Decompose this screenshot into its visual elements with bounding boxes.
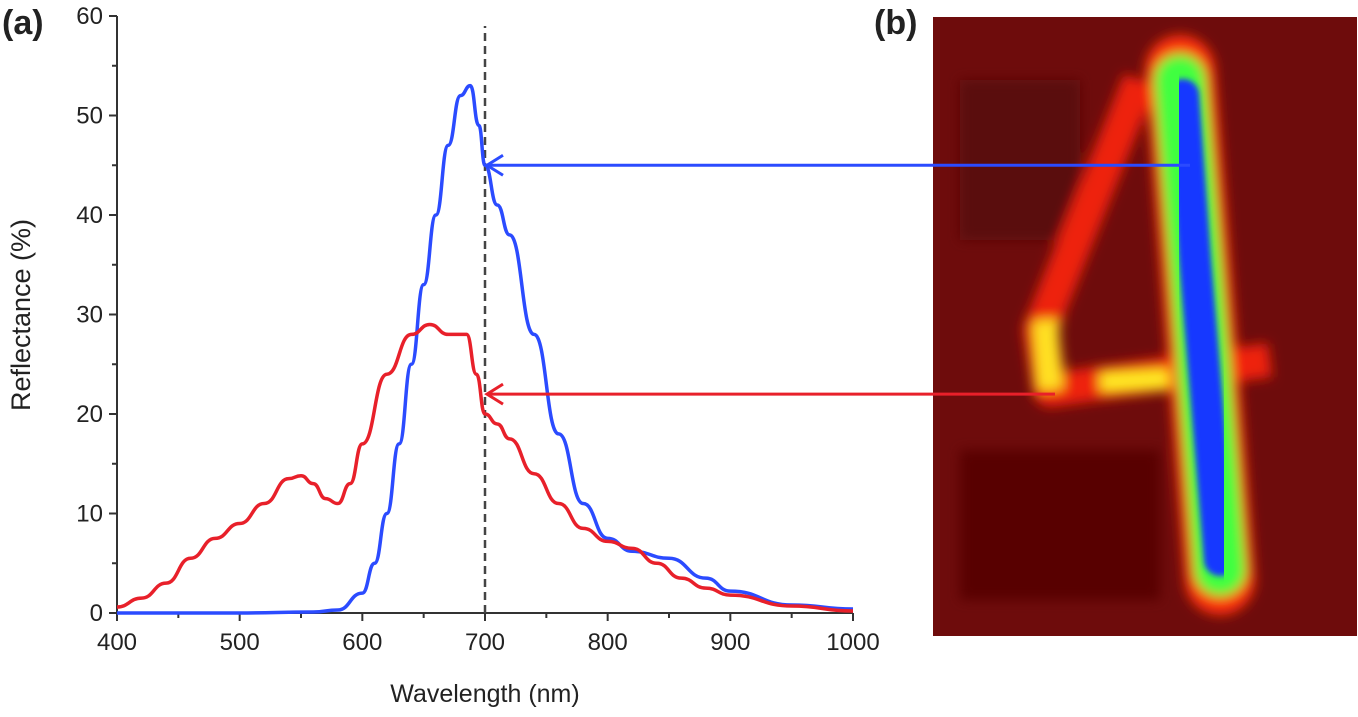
axes: 400 500 600 700 800 900 1000 0 10 20 30 40 50 60 bbox=[76, 3, 879, 656]
x-tick-label: 600 bbox=[342, 629, 382, 656]
arrowhead-red bbox=[484, 382, 504, 406]
arrowhead-blue bbox=[484, 153, 504, 177]
y-tick-label: 50 bbox=[76, 103, 103, 130]
y-tick-label: 10 bbox=[76, 501, 103, 528]
panel-b-label: (b) bbox=[874, 4, 917, 42]
x-tick-label: 400 bbox=[97, 629, 137, 656]
series-red bbox=[116, 322, 854, 613]
panel-a-label: (a) bbox=[2, 4, 44, 42]
heatmap-image bbox=[933, 17, 1357, 636]
x-axis-label: Wavelength (nm) bbox=[390, 680, 579, 708]
y-axis-label: Reflectance (%) bbox=[6, 219, 36, 411]
y-tick-label: 40 bbox=[76, 202, 103, 229]
series-lines bbox=[116, 83, 1190, 615]
x-tick-label: 800 bbox=[588, 629, 628, 656]
x-tick-label: 500 bbox=[220, 629, 260, 656]
x-tick-label: 900 bbox=[710, 629, 750, 656]
y-tick-label: 60 bbox=[76, 3, 103, 30]
y-tick-label: 20 bbox=[76, 401, 103, 428]
x-tick-label: 700 bbox=[465, 629, 505, 656]
x-tick-label: 1000 bbox=[826, 629, 879, 656]
y-tick-label: 30 bbox=[76, 302, 103, 329]
y-tick-label: 0 bbox=[90, 600, 103, 627]
